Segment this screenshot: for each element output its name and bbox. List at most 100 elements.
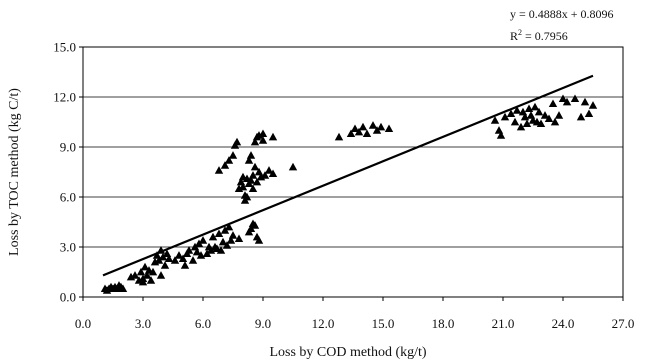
data-point-132 bbox=[576, 112, 586, 121]
data-point-16 bbox=[142, 271, 152, 279]
x-tick-label-0: 0.0 bbox=[75, 316, 91, 331]
data-point-41 bbox=[198, 236, 208, 244]
data-point-80 bbox=[246, 151, 256, 159]
y-tick-label-3: 9.0 bbox=[60, 140, 76, 155]
data-point-30 bbox=[170, 256, 180, 264]
trendline-equation: y = 0.4888x + 0.8096 bbox=[510, 7, 614, 21]
data-point-65 bbox=[224, 156, 234, 164]
data-point-50 bbox=[218, 237, 228, 246]
data-point-8 bbox=[118, 284, 128, 293]
r-squared-value: = 0.7956 bbox=[522, 29, 568, 43]
x-tick-label-8: 24.0 bbox=[552, 316, 575, 331]
data-point-96 bbox=[288, 162, 298, 171]
data-point-114 bbox=[516, 122, 526, 131]
data-point-134 bbox=[584, 109, 594, 118]
x-tick-label-3: 9.0 bbox=[255, 316, 271, 331]
data-point-102 bbox=[362, 129, 372, 138]
data-point-53 bbox=[224, 222, 234, 231]
data-point-90 bbox=[258, 129, 268, 138]
data-point-84 bbox=[250, 162, 260, 171]
data-point-136 bbox=[548, 99, 558, 108]
data-point-106 bbox=[384, 124, 394, 133]
data-point-130 bbox=[562, 97, 572, 106]
x-axis-title: Loss by COD method (kg/t) bbox=[269, 345, 426, 360]
data-point-35 bbox=[184, 246, 194, 254]
data-point-111 bbox=[506, 109, 516, 118]
data-point-64 bbox=[220, 161, 230, 169]
data-point-60 bbox=[254, 236, 264, 244]
r-squared-symbol: R bbox=[510, 29, 518, 43]
data-point-11 bbox=[130, 271, 140, 279]
data-point-15 bbox=[140, 262, 150, 271]
data-point-95 bbox=[268, 169, 278, 178]
data-point-109 bbox=[496, 131, 506, 139]
data-point-101 bbox=[358, 122, 368, 131]
data-point-55 bbox=[228, 231, 238, 239]
data-point-38 bbox=[192, 247, 202, 256]
data-point-85 bbox=[252, 177, 262, 186]
x-tick-label-6: 18.0 bbox=[432, 316, 455, 331]
data-point-32 bbox=[178, 254, 188, 263]
data-point-75 bbox=[242, 192, 252, 201]
data-point-108 bbox=[494, 126, 504, 134]
data-point-63 bbox=[214, 166, 224, 174]
data-point-56 bbox=[234, 234, 244, 243]
data-point-117 bbox=[522, 119, 532, 128]
data-point-121 bbox=[530, 102, 540, 111]
data-point-127 bbox=[550, 117, 560, 126]
data-point-105 bbox=[376, 122, 386, 131]
y-tick-label-1: 3.0 bbox=[60, 240, 76, 255]
data-point-125 bbox=[540, 111, 550, 119]
data-point-29 bbox=[148, 267, 158, 276]
data-point-110 bbox=[500, 112, 510, 121]
data-point-77 bbox=[244, 156, 254, 164]
y-axis-ticks: 0.0 3.0 6.0 9.0 12.0 15.0 bbox=[53, 40, 83, 305]
data-point-66 bbox=[228, 151, 238, 159]
data-point-129 bbox=[558, 94, 568, 103]
r-squared-label: R2 = 0.7956 bbox=[510, 28, 568, 43]
r-squared-exponent: 2 bbox=[518, 28, 522, 37]
y-tick-label-0: 0.0 bbox=[60, 290, 76, 305]
y-tick-label-5: 15.0 bbox=[53, 40, 76, 55]
data-point-18 bbox=[146, 276, 156, 284]
data-point-97 bbox=[334, 132, 344, 141]
x-tick-label-7: 21.0 bbox=[492, 316, 515, 331]
data-point-113 bbox=[512, 106, 522, 114]
data-point-45 bbox=[208, 232, 218, 241]
data-point-92 bbox=[260, 171, 270, 179]
data-point-103 bbox=[368, 121, 378, 129]
data-point-24 bbox=[158, 252, 168, 261]
data-point-98 bbox=[346, 129, 356, 138]
data-point-104 bbox=[372, 126, 382, 134]
data-point-62 bbox=[246, 224, 256, 233]
data-point-22 bbox=[154, 256, 164, 264]
data-point-133 bbox=[580, 97, 590, 106]
data-point-49 bbox=[216, 246, 226, 254]
data-point-118 bbox=[524, 104, 534, 113]
data-point-68 bbox=[232, 137, 242, 146]
x-tick-label-5: 15.0 bbox=[372, 316, 395, 331]
y-tick-label-2: 6.0 bbox=[60, 190, 76, 205]
data-point-81 bbox=[248, 171, 258, 179]
data-point-128 bbox=[554, 111, 564, 119]
data-point-36 bbox=[188, 256, 198, 264]
trendline bbox=[102, 74, 594, 277]
x-axis-ticks: 0.0 3.0 6.0 9.0 12.0 15.0 18.0 21.0 24.0 27.0 bbox=[75, 297, 635, 331]
data-point-33 bbox=[180, 261, 190, 269]
data-point-124 bbox=[536, 119, 546, 128]
data-point-94 bbox=[268, 132, 278, 141]
data-point-42 bbox=[202, 249, 212, 258]
data-point-126 bbox=[544, 114, 554, 123]
data-point-52 bbox=[222, 241, 232, 249]
data-point-99 bbox=[350, 124, 360, 133]
data-point-93 bbox=[264, 166, 274, 174]
data-point-54 bbox=[226, 236, 236, 244]
data-point-83 bbox=[250, 137, 260, 146]
data-point-100 bbox=[354, 127, 364, 136]
data-point-79 bbox=[246, 176, 256, 184]
x-tick-label-9: 27.0 bbox=[612, 316, 635, 331]
data-point-19 bbox=[138, 277, 148, 286]
x-tick-label-1: 3.0 bbox=[135, 316, 151, 331]
data-point-135 bbox=[588, 101, 598, 109]
